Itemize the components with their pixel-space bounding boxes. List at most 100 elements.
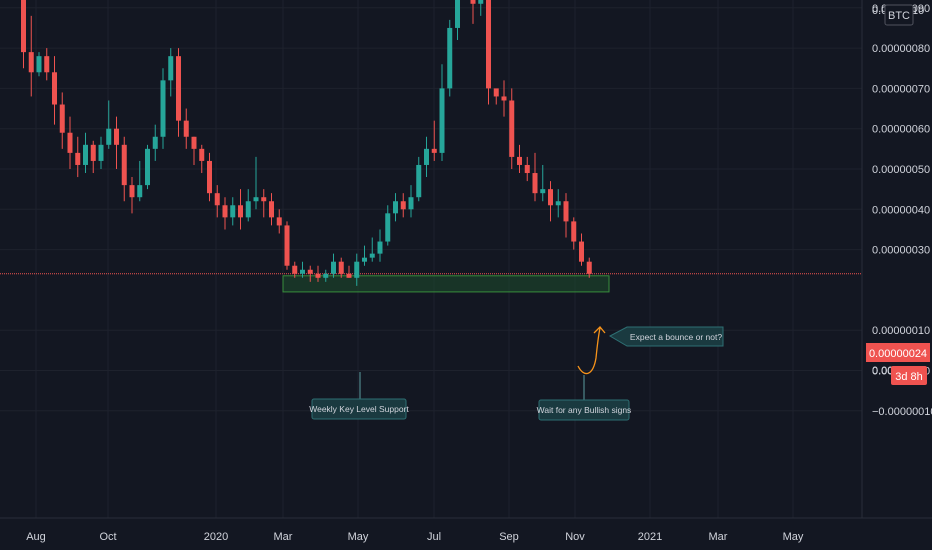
candle [563,193,569,238]
x-tick-label: Jul [427,531,441,543]
candle [323,269,329,282]
candle [377,229,383,262]
candle-body [75,152,81,165]
candle-body [400,201,406,210]
candle-body [501,96,507,101]
candle-body [222,205,228,218]
candle-body [238,205,243,218]
candle [176,48,181,137]
candle-body [478,0,484,4]
candle [478,0,484,16]
candle [315,265,321,282]
grid [0,0,862,518]
candle [276,209,282,234]
candle-body [385,213,391,242]
bar-countdown: 3d 8h [891,366,927,385]
candle [114,116,119,169]
bar-countdown-text: 3d 8h [895,371,923,383]
y-tick-label: 0.00000010 [872,325,930,337]
y-tick-label: 0.00000040 [872,204,930,216]
candle [59,92,65,149]
candle [90,140,96,174]
x-tick-label: Aug [26,531,46,543]
candle [44,48,50,81]
candle-body [509,100,515,157]
candle-body [230,205,236,218]
candle [486,0,491,105]
support-callout[interactable]: Weekly Key Level Support [309,372,409,420]
candle-body [439,88,445,153]
candle-body [346,273,352,278]
candle [501,80,507,117]
support-zone [282,275,610,293]
candle-body [292,265,298,274]
candle-body [338,261,344,274]
candle-body [393,201,398,214]
candle [540,164,546,202]
candle [431,120,437,161]
candle-body [548,189,553,206]
candle [362,245,367,266]
candle [183,108,189,149]
candle [424,136,429,178]
candle-body [532,173,538,194]
x-tick-label: Nov [565,531,585,543]
candle-body [493,88,499,97]
symbol-badge-text: BTC [888,10,910,22]
candle-body [145,148,150,186]
candle-body [517,156,522,165]
candle-body [59,104,65,133]
price-scale-top-label: 0.0 [872,5,887,17]
candle [586,257,592,278]
candle [455,0,460,41]
candle [307,265,313,282]
candle [199,144,205,174]
candle [548,181,553,222]
candle-body [28,52,34,73]
candle [532,152,538,202]
candle-body [455,0,460,28]
candle-body [362,257,367,262]
candle-body [183,120,189,137]
x-tick-label: May [348,531,369,543]
candle [284,221,290,270]
current-price-tag: 0.00000024 [866,343,930,362]
candle-body [276,217,282,226]
time-scale[interactable]: Aug Oct 2020 Mar May Jul Sep Nov 2021 Mar May [26,531,804,543]
candle-body [424,148,429,165]
candle [106,100,112,149]
candle [28,15,34,97]
x-tick-label: 2020 [204,531,228,543]
candle-body [137,185,143,198]
symbol-badge[interactable]: BTC [884,4,914,26]
bullish-callout-text: Wait for any Bullish signs [537,405,632,415]
candle [555,189,561,218]
candle-body [261,197,267,202]
y-tick-label: 0.00000060 [872,124,930,136]
candle-body [323,273,329,278]
candle [269,193,274,226]
bullish-callout[interactable]: Wait for any Bullish signs [537,375,632,421]
candle-body [524,164,530,174]
candle [331,253,336,278]
candle [393,193,398,222]
x-tick-label: May [783,531,804,543]
candle [121,136,127,202]
y-tick-label: 0.00000030 [872,245,930,257]
candle [160,68,166,149]
candle [408,185,414,218]
candle-body [114,128,119,145]
bounce-callout[interactable]: Expect a bounce or not? [608,326,724,347]
candle-body [579,241,584,262]
candle [230,197,236,226]
candle-body [253,197,259,202]
candle [292,261,298,278]
candle [214,185,220,218]
candle-body [486,0,491,89]
candle-body [555,201,561,206]
current-price-text: 0.00000024 [869,348,927,360]
x-tick-label: Mar [709,531,728,543]
support-callout-text: Weekly Key Level Support [309,404,409,414]
candle [385,205,391,246]
